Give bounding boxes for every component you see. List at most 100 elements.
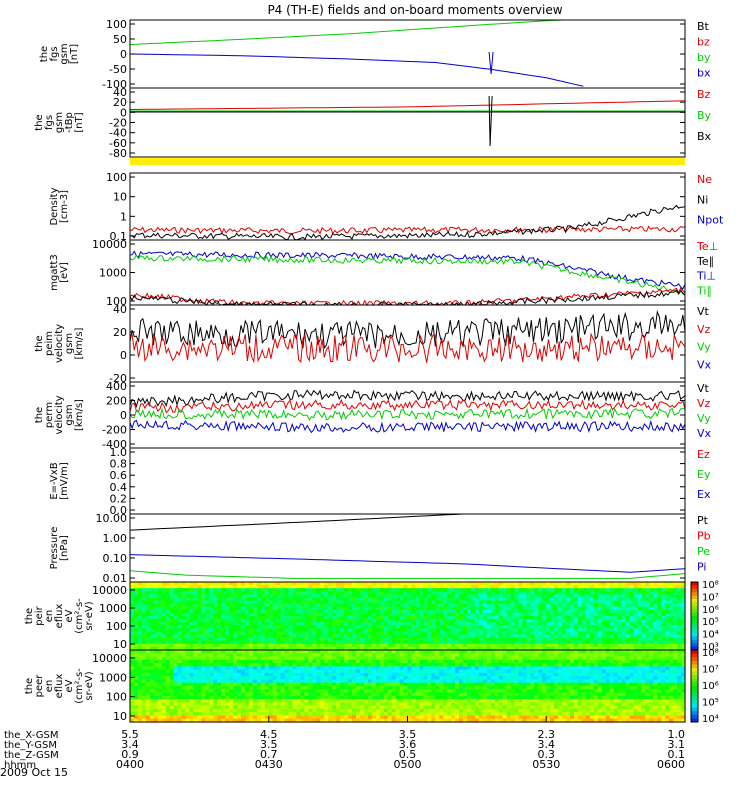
colorbar-segment xyxy=(691,643,698,647)
y-tick-label: 10 xyxy=(113,638,127,651)
y-label-line: [nPa] xyxy=(59,535,70,561)
legend-entry: bz xyxy=(697,36,710,49)
y-tick-label: 10000 xyxy=(92,238,127,251)
legend-entry: by xyxy=(697,51,711,64)
legend-entry: Vt xyxy=(697,305,710,318)
legend-entry: Te⊥ xyxy=(696,240,718,253)
legend-entry: By xyxy=(697,109,712,122)
y-label-line: [nT] xyxy=(74,112,85,132)
colorbar-tick-label: 10⁵ xyxy=(702,617,719,628)
panel-frame xyxy=(130,514,685,582)
y-label-line: [mV/m] xyxy=(59,462,70,500)
y-tick-label: 100 xyxy=(106,171,127,184)
legend-entry: Vy xyxy=(697,412,711,425)
colorbar-segment xyxy=(691,609,698,613)
y-tick-label: 0 xyxy=(120,409,127,422)
series-line-Ti⊥ xyxy=(130,251,685,289)
y-tick-label: 20 xyxy=(113,326,127,339)
y-label-line: [km/s] xyxy=(74,399,85,431)
colorbar-tick-label: 10⁸ xyxy=(702,580,719,591)
y-tick-label: 100 xyxy=(106,620,127,633)
series-line-Pt xyxy=(130,514,463,530)
y-tick-label: 50 xyxy=(113,33,127,46)
y-tick-label: 40 xyxy=(113,303,127,316)
colorbar-segment xyxy=(691,630,698,634)
colorbar-segment xyxy=(691,602,698,606)
colorbar-segment xyxy=(691,640,698,644)
y-label-line: sr-eV) xyxy=(84,601,95,630)
series-line-Bz xyxy=(130,101,685,110)
series-line-by xyxy=(130,20,574,45)
legend-entry: bx xyxy=(697,67,711,80)
colorbar-tick-label: 10⁷ xyxy=(702,592,719,603)
legend-entry: Vx xyxy=(697,358,712,371)
legend-entry: Ti⊥ xyxy=(696,270,716,283)
y-label-line: [nT] xyxy=(69,44,80,64)
panel-frame xyxy=(130,88,685,157)
legend-entry: Pb xyxy=(697,530,711,543)
series-line-Vz xyxy=(130,400,685,412)
y-label-line: [km/s] xyxy=(74,327,85,359)
colorbar-segment xyxy=(691,613,698,617)
y-tick-label: 0 xyxy=(120,349,127,362)
series-line-Vx xyxy=(130,421,685,433)
y-tick-label: 400 xyxy=(106,380,127,393)
y-tick-label: -80 xyxy=(109,147,127,160)
legend-entry: Pe xyxy=(697,545,710,558)
y-tick-label: 1000 xyxy=(99,602,127,615)
y-axis-label: Pressure[nPa] xyxy=(49,527,70,570)
colorbar-segment xyxy=(691,623,698,627)
series-line-Vy xyxy=(130,409,685,420)
colorbar-segment xyxy=(691,592,698,596)
y-tick-label: -50 xyxy=(109,63,127,76)
y-label-line: [eV] xyxy=(59,262,70,283)
y-tick-label: 1 xyxy=(120,210,127,223)
series-line-Vz xyxy=(130,334,685,363)
y-tick-label: 10.00 xyxy=(96,512,128,525)
series-line-Pe xyxy=(130,571,685,579)
y-tick-label: 200 xyxy=(106,395,127,408)
legend-entry: Vz xyxy=(697,323,711,336)
colorbar-segment xyxy=(691,633,698,637)
y-tick-label: -200 xyxy=(102,424,127,437)
y-tick-label: 1000 xyxy=(99,267,127,280)
y-tick-label: 100 xyxy=(106,18,127,31)
field-spike xyxy=(489,96,492,146)
colorbar-segment xyxy=(691,636,698,640)
legend-entry: Bz xyxy=(697,88,711,101)
y-tick-label: 1.00 xyxy=(103,532,128,545)
series-line-Ni xyxy=(130,206,685,241)
colorbar-segment xyxy=(691,616,698,620)
colorbar-segment xyxy=(691,596,698,600)
legend-entry: Vz xyxy=(697,397,711,410)
legend-entry: Ni xyxy=(697,193,708,206)
legend-entry: Npot xyxy=(697,214,724,227)
series-line-Ne xyxy=(130,226,685,233)
colorbar-segment xyxy=(691,585,698,589)
legend-entry: Pt xyxy=(697,514,709,527)
legend-entry: Ti∥ xyxy=(696,284,712,297)
series-line-Pi xyxy=(130,555,685,573)
panel-frame xyxy=(130,240,685,305)
colorbar-segment xyxy=(691,619,698,623)
series-line-Vt xyxy=(130,312,685,348)
y-axis-label: Density[cm-3] xyxy=(49,187,70,225)
y-tick-label: 10000 xyxy=(92,584,127,597)
legend-entry: Vy xyxy=(697,341,711,354)
panel-frame xyxy=(130,448,685,514)
